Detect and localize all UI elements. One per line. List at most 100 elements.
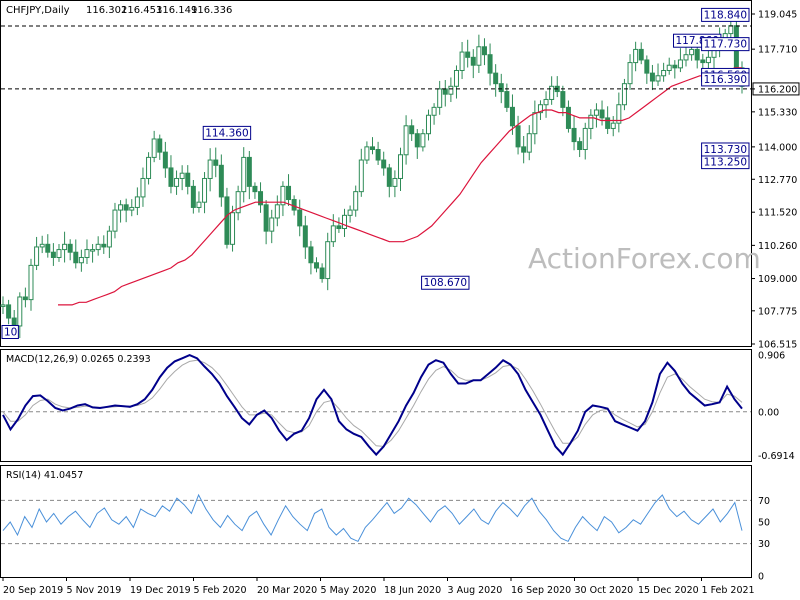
candle-body — [50, 251, 56, 258]
candle-body — [437, 88, 443, 108]
candle-body — [453, 69, 459, 87]
macd-label: MACD(12,26,9) 0.0265 0.2393 — [6, 354, 151, 365]
candle-body — [185, 172, 191, 187]
candle-body — [218, 164, 224, 198]
y-tick-label: 107.775 — [758, 306, 797, 317]
rsi-y-tick-label: 50 — [758, 518, 770, 529]
candle-body — [330, 225, 336, 243]
candle-body — [403, 125, 409, 156]
y-tick-label: 114.000 — [758, 142, 797, 153]
candle-body — [179, 172, 185, 179]
x-tick-label: 1 Feb 2021 — [702, 585, 755, 596]
candle-body — [565, 106, 571, 129]
x-tick-label: 16 Sep 2020 — [511, 585, 571, 596]
candle-body — [258, 191, 264, 206]
candle-body — [174, 177, 180, 187]
candle-body — [409, 125, 415, 135]
candle-body — [168, 167, 174, 187]
candle-body — [498, 83, 504, 93]
rsi-y-tick-label: 70 — [758, 496, 770, 507]
candle-body — [297, 209, 303, 227]
moving-average-line — [58, 67, 742, 306]
y-tick-label: 112.770 — [758, 175, 797, 186]
candle-body — [644, 59, 650, 74]
candle-body — [286, 185, 292, 201]
price-annotation-box — [202, 125, 252, 140]
candle-body — [504, 91, 510, 108]
rsi-y-tick-label: 0 — [758, 572, 764, 583]
price-annotation: 113.730 — [704, 144, 747, 156]
x-tick-label: 20 Mar 2020 — [257, 585, 317, 596]
y-tick-label: 117.710 — [758, 45, 797, 56]
candle-body — [425, 114, 431, 135]
candle-body — [627, 62, 633, 85]
price-header: CHFJPY,Daily 116.302 116.453 116.149 116… — [6, 5, 232, 16]
candle-body — [661, 69, 667, 77]
x-tick-label: 19 Dec 2019 — [130, 585, 191, 596]
price-annotation-box — [701, 7, 750, 22]
candle-body — [381, 159, 387, 169]
candle-body — [101, 243, 107, 248]
candle-body — [314, 262, 320, 269]
candle-body — [302, 225, 308, 248]
candle-body — [319, 267, 325, 280]
candle-body — [22, 296, 28, 301]
candle-body — [397, 154, 403, 179]
candle-body — [190, 185, 196, 208]
candle-body — [470, 56, 476, 66]
candle-body — [291, 199, 297, 211]
candle-body — [683, 54, 689, 61]
y-tick-label: 110.260 — [758, 241, 797, 252]
candle-body — [705, 56, 711, 64]
x-tick-label: 5 Feb 2020 — [194, 585, 247, 596]
candle-body — [84, 249, 90, 258]
x-tick-label: 5 May 2020 — [321, 585, 377, 596]
candle-body — [666, 64, 672, 71]
price-annotation: 116.390 — [704, 74, 747, 86]
candle-body — [95, 243, 101, 251]
candle-body — [246, 156, 252, 187]
candle-body — [694, 48, 700, 61]
price-annotation-box — [701, 37, 750, 52]
candle-body — [515, 125, 521, 148]
candle-body — [616, 104, 622, 124]
candle-body — [481, 46, 487, 56]
candle-body — [162, 151, 168, 169]
rsi-panel-frame — [0, 465, 752, 578]
candle-body — [56, 249, 62, 258]
macd-y-tick-label: 0.00 — [758, 407, 779, 418]
candle-body — [241, 156, 247, 193]
price-annotation: 114.360 — [205, 127, 248, 139]
candle-body — [157, 138, 163, 153]
price-annotation: 113.250 — [704, 157, 747, 169]
price-annotation-box — [421, 275, 470, 290]
candle-body — [78, 256, 84, 264]
watermark: ActionForex.com — [528, 242, 761, 275]
candle-body — [649, 72, 655, 82]
rsi-line — [2, 493, 743, 543]
candle-body — [605, 117, 611, 129]
price-annotation-box — [701, 142, 750, 157]
candle-body — [537, 104, 543, 114]
candle-body — [610, 122, 616, 129]
candle-body — [392, 177, 398, 187]
macd-y-tick-label: 0.906 — [758, 350, 785, 361]
candle-body — [633, 48, 639, 64]
candle-body — [224, 196, 230, 245]
rsi-y-tick-label: 30 — [758, 539, 770, 550]
x-tick-label: 15 Dec 2020 — [638, 585, 699, 596]
candle-body — [106, 230, 112, 248]
candle-body — [599, 109, 605, 119]
candle-body — [543, 98, 549, 106]
candle-body — [364, 146, 370, 161]
candle-body — [252, 185, 258, 193]
candle-body — [358, 159, 364, 193]
candle-body — [588, 114, 594, 129]
candle-body — [677, 59, 683, 69]
candle-body — [73, 251, 79, 264]
candle-body — [11, 317, 17, 327]
candle-body — [151, 138, 157, 158]
price-annotation: 118.840 — [704, 9, 747, 21]
candle-body — [347, 209, 353, 216]
